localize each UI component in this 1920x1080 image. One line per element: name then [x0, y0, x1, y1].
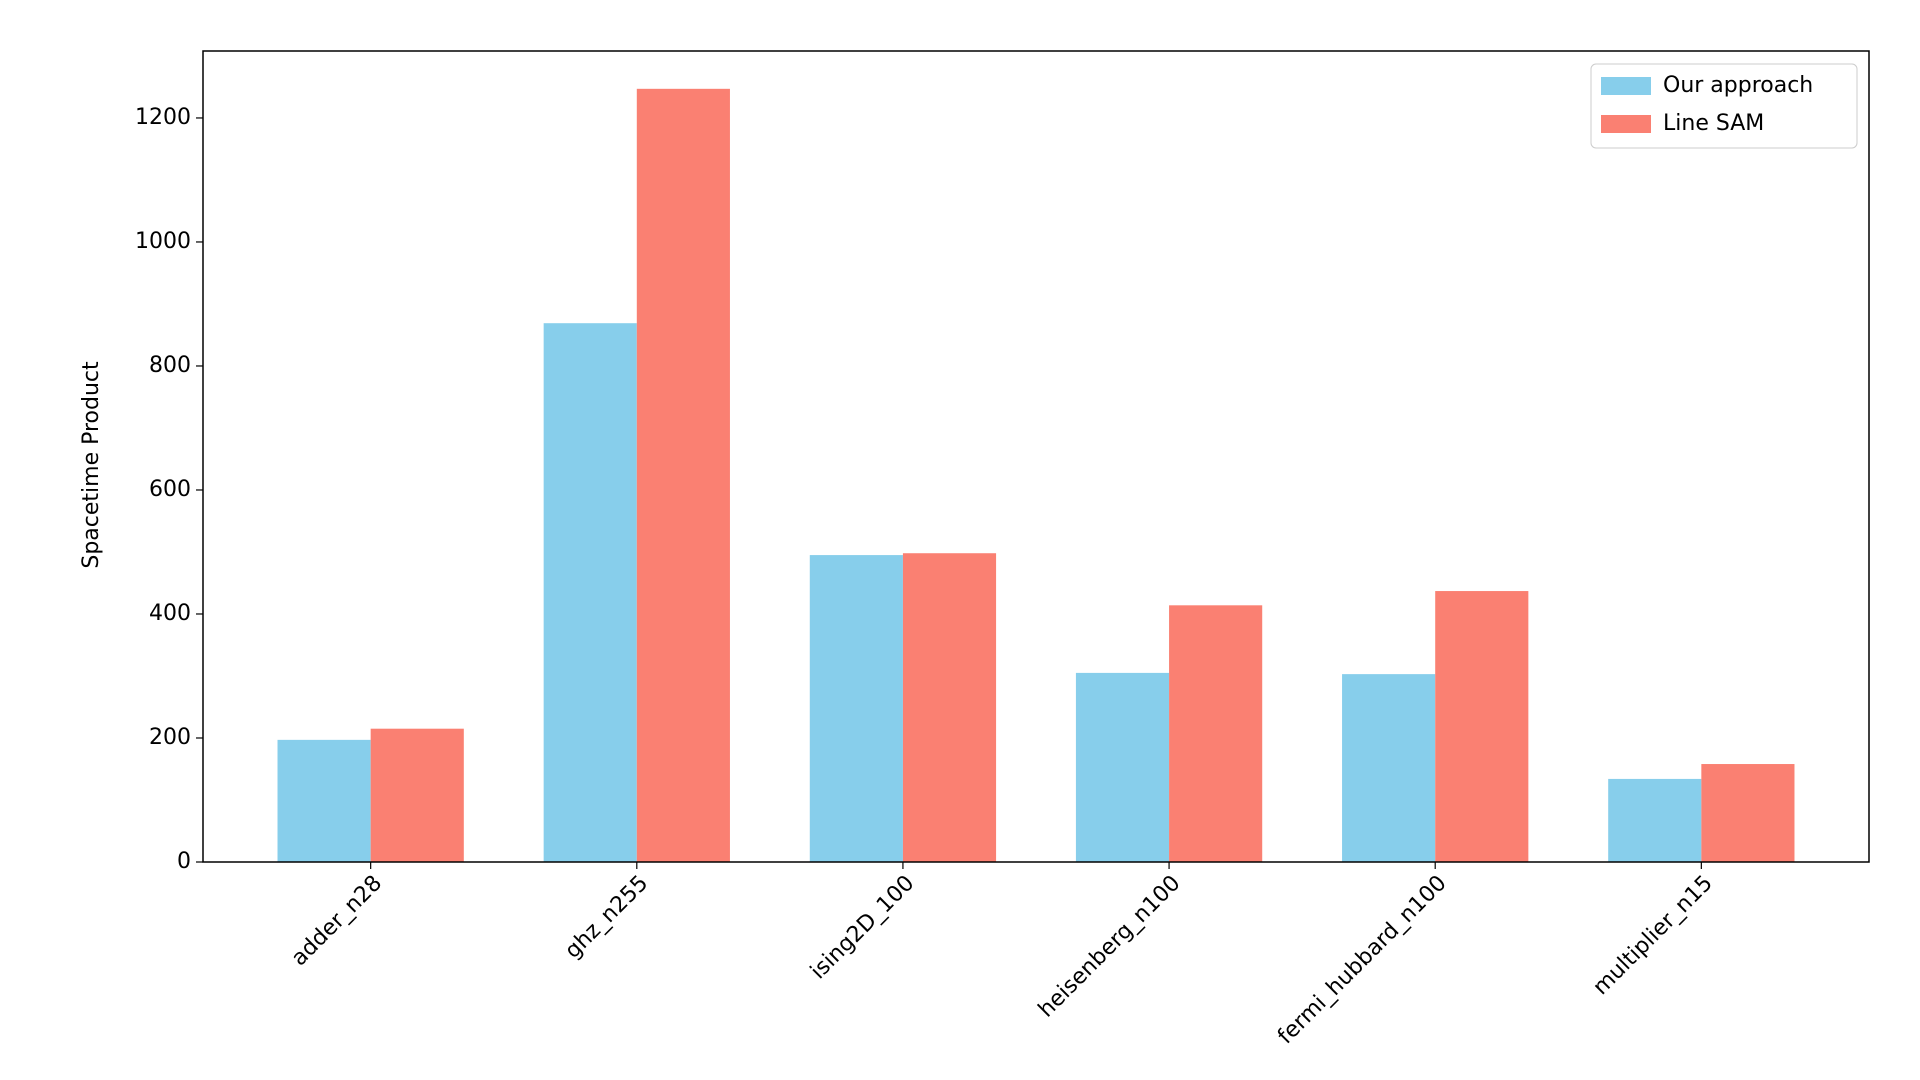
y-tick-label: 1000 — [135, 229, 191, 254]
bar — [370, 728, 464, 862]
x-tick-label: adder_n28 — [287, 871, 387, 971]
bar — [902, 553, 997, 862]
x-tick-label: ising2D_100 — [806, 871, 920, 985]
legend-swatch — [1601, 115, 1651, 133]
y-tick-label: 0 — [177, 849, 191, 874]
y-tick-label: 200 — [149, 725, 191, 750]
bar — [809, 555, 903, 862]
y-tick-label: 600 — [149, 477, 191, 502]
y-axis-label: Spacetime Product — [79, 361, 104, 569]
bar — [1169, 605, 1263, 862]
x-tick-label: fermi_hubbard_n100 — [1273, 871, 1451, 1049]
bar — [636, 88, 730, 862]
bar — [1435, 591, 1529, 862]
y-tick-label: 400 — [149, 601, 191, 626]
bar — [1701, 764, 1795, 862]
bar — [1608, 778, 1702, 862]
x-tick-label: multiplier_n15 — [1588, 871, 1717, 1000]
legend-swatch — [1601, 77, 1651, 95]
bar — [1075, 672, 1170, 862]
plot-frame — [202, 50, 1870, 863]
x-tick-label: ghz_n255 — [560, 871, 653, 964]
y-tick-label: 800 — [149, 353, 191, 378]
x-tick-label: heisenberg_n100 — [1034, 871, 1186, 1023]
legend-label: Line SAM — [1663, 111, 1764, 136]
y-tick-label: 1200 — [135, 105, 191, 130]
bar — [543, 323, 637, 862]
bar — [277, 739, 371, 862]
legend-label: Our approach — [1663, 73, 1813, 98]
legend-box — [1590, 63, 1858, 149]
bar — [1342, 674, 1436, 862]
